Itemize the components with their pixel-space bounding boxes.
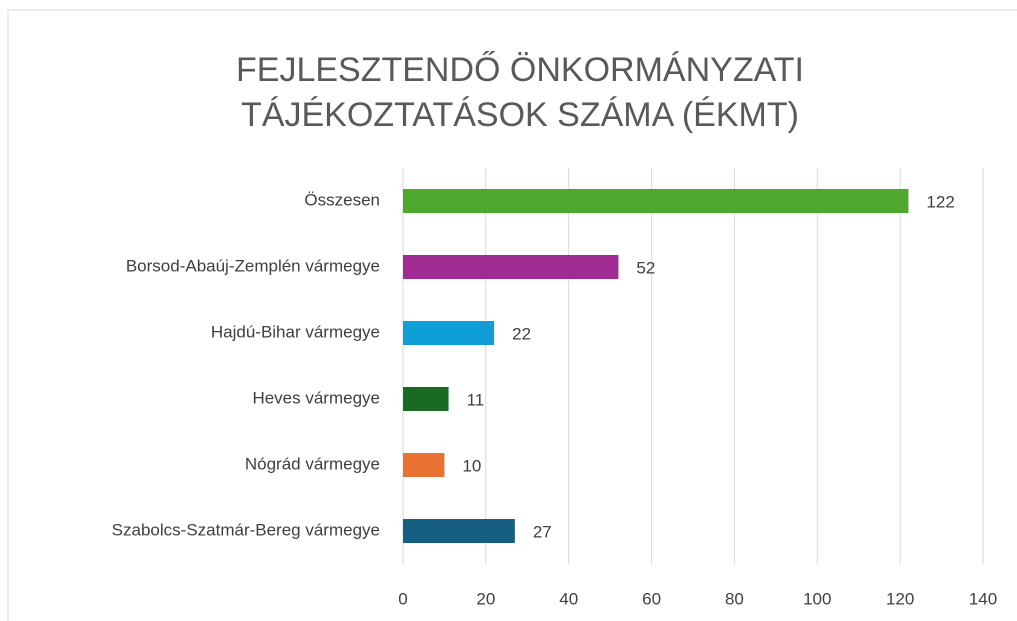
data-label: 10 <box>462 456 481 475</box>
y-tick-label: Szabolcs-Szatmár-Bereg vármegye <box>112 520 380 539</box>
bar <box>403 387 449 411</box>
bar <box>403 453 445 477</box>
y-tick-label: Összesen <box>304 190 380 209</box>
chart-title: FEJLESZTENDŐ ÖNKORMÁNYZATI <box>236 51 804 89</box>
data-label: 52 <box>636 258 655 277</box>
x-tick-label: 100 <box>803 589 831 608</box>
data-label: 11 <box>467 390 485 409</box>
y-tick-label: Hajdú-Bihar vármegye <box>211 322 380 341</box>
bar <box>403 519 515 543</box>
y-tick-label: Borsod-Abaúj-Zemplén vármegye <box>126 256 380 275</box>
chart-title: TÁJÉKOZTATÁSOK SZÁMA (ÉKMT) <box>241 96 799 134</box>
bar <box>403 321 495 345</box>
x-tick-label: 140 <box>969 589 997 608</box>
data-label: 27 <box>533 522 552 541</box>
x-tick-label: 20 <box>476 589 495 608</box>
x-tick-label: 60 <box>642 589 661 608</box>
y-tick-label: Heves vármegye <box>252 388 380 407</box>
bar <box>403 189 909 213</box>
x-tick-label: 80 <box>725 589 744 608</box>
x-tick-label: 40 <box>559 589 578 608</box>
x-tick-label: 0 <box>398 589 407 608</box>
x-tick-label: 120 <box>886 589 914 608</box>
data-label: 122 <box>926 192 954 211</box>
data-label: 22 <box>512 324 531 343</box>
bar <box>403 255 619 279</box>
y-tick-label: Nógrád vármegye <box>245 454 380 473</box>
